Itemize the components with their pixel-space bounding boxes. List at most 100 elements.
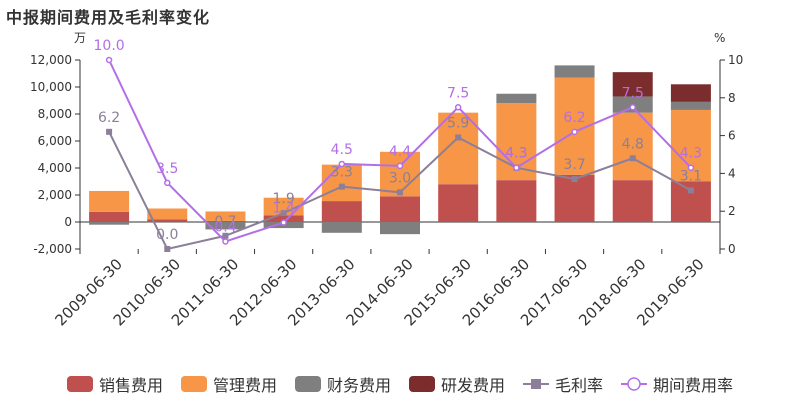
data-label-毛利率: 4.3 xyxy=(505,146,527,162)
point-期间费用率 xyxy=(338,160,346,168)
data-label-毛利率: 1.9 xyxy=(273,191,295,207)
point-期间费用率 xyxy=(396,162,404,170)
point-毛利率 xyxy=(455,134,462,141)
data-label-毛利率: 5.9 xyxy=(447,115,469,131)
data-label-期间费用率: 1.4 xyxy=(273,201,295,217)
bar-财务费用 xyxy=(205,222,246,230)
legend-label: 管理费用 xyxy=(212,376,277,395)
data-label-期间费用率: 0.4 xyxy=(214,219,236,235)
legend-label: 毛利率 xyxy=(555,376,604,395)
data-label-毛利率: 3.7 xyxy=(563,157,585,173)
legend-item[interactable]: 管理费用 xyxy=(180,372,277,396)
right-axis-unit: % xyxy=(714,31,725,45)
point-毛利率 xyxy=(629,155,636,162)
point-期间费用率 xyxy=(513,164,520,171)
point-毛利率 xyxy=(222,232,229,239)
bar-销售费用 xyxy=(205,220,246,222)
bar-销售费用 xyxy=(89,211,130,222)
legend-swatch-icon xyxy=(66,376,93,392)
right-tick-label: 4 xyxy=(728,166,736,180)
point-期间费用率 xyxy=(687,164,695,171)
bar-销售费用 xyxy=(263,215,304,222)
bar-研发费用 xyxy=(670,84,711,102)
point-毛利率 xyxy=(280,210,287,217)
data-label-期间费用率: 4.4 xyxy=(389,144,411,160)
right-tick-label: 0 xyxy=(728,242,736,256)
point-期间费用率 xyxy=(222,238,229,245)
chart-legend: 销售费用 管理费用 财务费用 研发费用 毛利率 期间费用率 xyxy=(0,372,800,396)
right-tick-label: 2 xyxy=(728,204,736,218)
bar-销售费用 xyxy=(147,219,188,222)
left-tick-label: 8,000 xyxy=(38,107,72,121)
left-tick-label: 2,000 xyxy=(38,188,72,202)
point-毛利率 xyxy=(397,189,403,196)
point-毛利率 xyxy=(338,183,345,190)
bar-财务费用 xyxy=(554,65,595,78)
legend-item[interactable]: 财务费用 xyxy=(294,372,391,396)
bar-管理费用 xyxy=(321,164,362,202)
legend-label: 财务费用 xyxy=(326,376,391,395)
bar-销售费用 xyxy=(496,180,537,222)
point-毛利率 xyxy=(687,187,694,194)
data-label-期间费用率: 4.3 xyxy=(680,146,702,162)
data-label-期间费用率: 6.2 xyxy=(563,110,585,126)
point-期间费用率 xyxy=(280,219,287,226)
bar-财务费用 xyxy=(147,222,188,223)
bar-销售费用 xyxy=(321,201,362,222)
left-tick-label: 6,000 xyxy=(38,134,72,148)
data-label-毛利率: 4.8 xyxy=(622,136,644,152)
data-label-期间费用率: 4.5 xyxy=(331,142,353,158)
legend-label: 研发费用 xyxy=(441,376,506,395)
line-circle-marker-icon xyxy=(621,377,648,391)
point-期间费用率 xyxy=(164,179,171,187)
line-group xyxy=(105,56,695,252)
data-label-期间费用率: 7.5 xyxy=(447,85,469,101)
legend-swatch-icon xyxy=(180,376,207,392)
data-label-期间费用率: 3.5 xyxy=(156,161,178,177)
chart-title: 中报期间费用及毛利率变化 xyxy=(6,8,211,27)
left-tick-label: 0 xyxy=(64,215,72,229)
point-期间费用率 xyxy=(454,104,462,111)
bar-财务费用 xyxy=(496,93,537,104)
point-期间费用率 xyxy=(629,104,636,111)
data-label-毛利率: 3.0 xyxy=(389,170,411,186)
right-tick-label: 8 xyxy=(728,91,736,105)
point-期间费用率 xyxy=(571,128,578,136)
legend-swatch-icon xyxy=(294,376,321,392)
bar-销售费用 xyxy=(438,184,479,222)
right-tick-label: 6 xyxy=(728,129,736,143)
bar-管理费用 xyxy=(205,211,246,221)
point-毛利率 xyxy=(571,176,578,183)
data-label-group: 6.2 0.0 0.7 1.9 3.3 3.0 5.9 4.3 3.7 4.8 3.1 10.0 3.5… xyxy=(94,38,703,243)
left-tick-label: 10,000 xyxy=(30,80,72,94)
legend-item[interactable]: 期间费用率 xyxy=(621,372,733,396)
legend-item[interactable]: 销售费用 xyxy=(66,372,163,396)
data-label-毛利率: 0.7 xyxy=(214,214,236,230)
legend-item[interactable]: 研发费用 xyxy=(409,372,505,396)
data-label-期间费用率: 4.3 xyxy=(505,146,527,162)
right-tick-label: 10 xyxy=(728,53,743,67)
bar-管理费用 xyxy=(263,197,304,216)
left-tick-label: 12,000 xyxy=(30,53,72,67)
legend-item[interactable]: 毛利率 xyxy=(523,372,603,396)
bar-销售费用 xyxy=(554,174,595,222)
legend-label: 期间费用率 xyxy=(653,376,734,395)
bar-管理费用 xyxy=(612,112,653,181)
legend-label: 销售费用 xyxy=(98,376,163,395)
data-label-毛利率: 0.0 xyxy=(156,227,178,243)
left-tick-label: 4,000 xyxy=(38,161,72,175)
point-期间费用率 xyxy=(105,56,113,64)
data-label-毛利率: 6.2 xyxy=(98,110,120,126)
bar-财务费用 xyxy=(670,101,711,110)
combo-chart: -2,000 0 2,000 4,000 6,000 8,000 10,000 12,000 0… xyxy=(30,31,743,329)
data-label-期间费用率: 10.0 xyxy=(94,38,125,54)
data-label-毛利率: 3.1 xyxy=(680,168,702,184)
bar-管理费用 xyxy=(438,112,479,185)
left-axis-unit: 万 xyxy=(74,31,86,45)
data-label-期间费用率: 7.5 xyxy=(622,85,644,101)
bar-财务费用 xyxy=(321,222,362,233)
point-毛利率 xyxy=(164,246,171,252)
data-label-毛利率: 3.3 xyxy=(331,165,353,181)
left-tick-label: -2,000 xyxy=(33,242,72,256)
bar-财务费用 xyxy=(380,222,420,235)
